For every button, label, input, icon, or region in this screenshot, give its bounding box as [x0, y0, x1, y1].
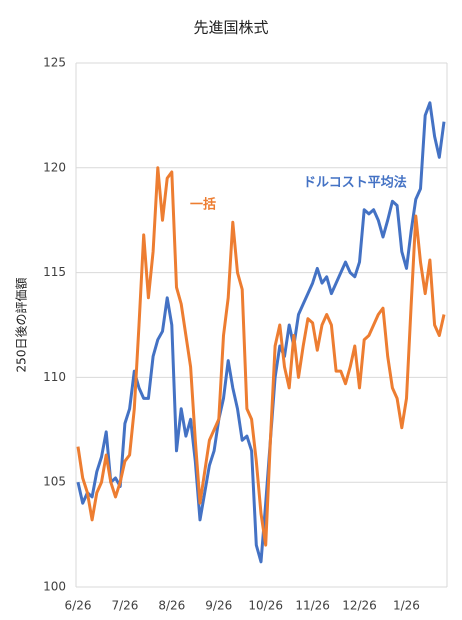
y-tick-label: 100	[43, 580, 66, 594]
y-tick-label: 110	[43, 370, 66, 384]
x-tick-label: 12/26	[342, 599, 377, 613]
x-tick-label: 6/26	[65, 599, 92, 613]
x-tick-label: 9/26	[205, 599, 232, 613]
x-tick-label: 8/26	[158, 599, 185, 613]
series-label: 一括	[190, 197, 216, 213]
y-tick-label: 115	[43, 265, 66, 279]
y-tick-label: 120	[43, 160, 66, 174]
y-axis-label: 250日後の評価額	[14, 278, 29, 373]
y-tick-label: 125	[43, 56, 66, 70]
x-tick-label: 1/26	[393, 599, 420, 613]
series-line	[76, 101, 446, 564]
series-line	[76, 166, 446, 547]
x-tick-label: 10/26	[248, 599, 283, 613]
chart-title: 先進国株式	[193, 19, 268, 37]
y-tick-label: 105	[43, 475, 66, 489]
series-label: ドルコスト平均法	[303, 175, 407, 191]
x-tick-label: 7/26	[111, 599, 138, 613]
x-tick-label: 11/26	[295, 599, 330, 613]
